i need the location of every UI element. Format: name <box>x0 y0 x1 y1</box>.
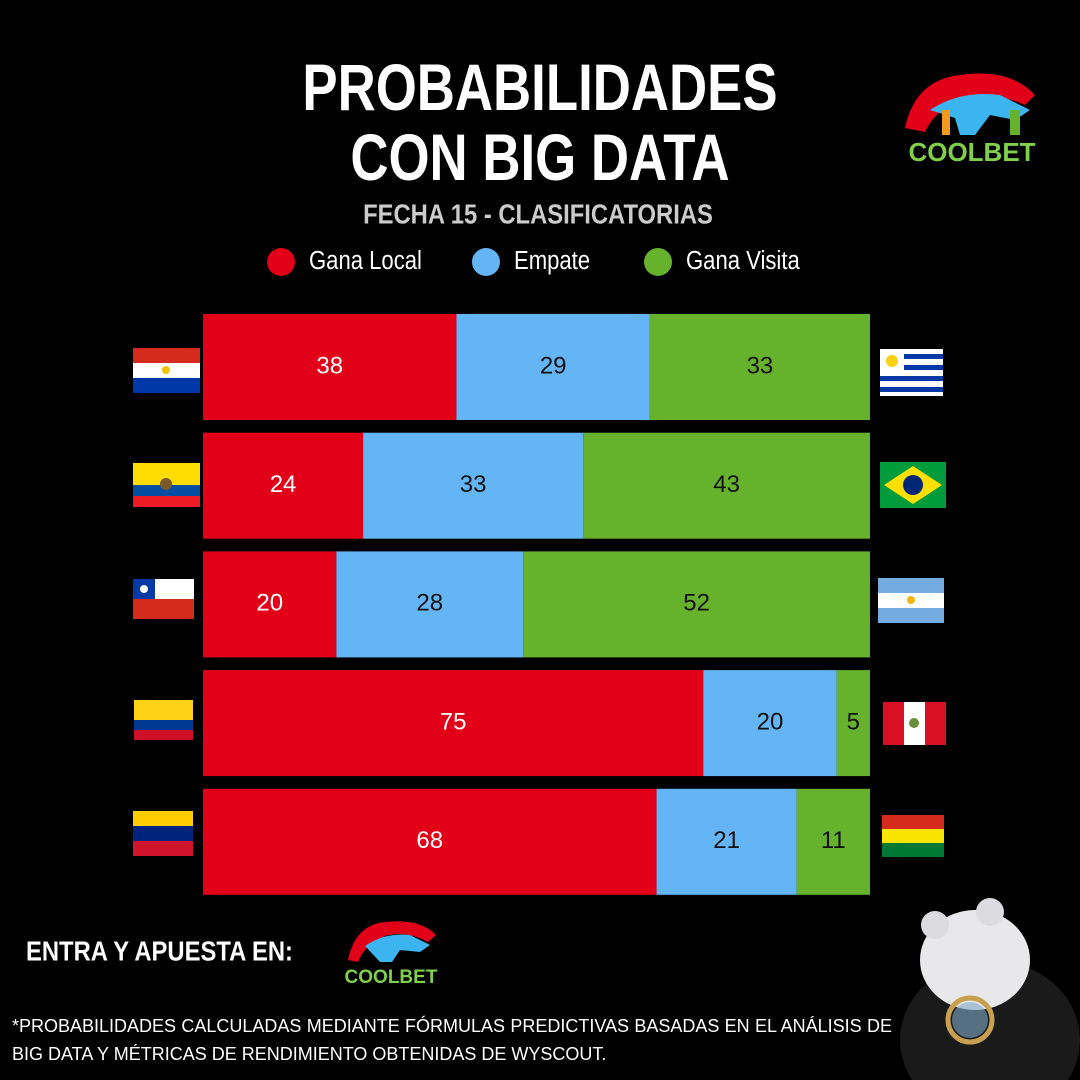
data-label: 20 <box>256 590 283 617</box>
flag-paraguay <box>133 348 200 393</box>
bar-segment <box>203 551 337 658</box>
flag-brazil <box>880 462 946 508</box>
bar-segment <box>203 670 704 777</box>
flag-argentina <box>878 578 944 623</box>
data-label: 68 <box>416 827 443 854</box>
bar-segment <box>336 551 524 658</box>
legend-swatch <box>644 248 672 276</box>
bar-segment <box>203 432 364 539</box>
cta: ENTRA Y APUESTA EN: <box>26 935 293 967</box>
flag-colombia <box>134 700 193 740</box>
flag-peru <box>883 702 946 745</box>
bar-segment <box>203 788 657 895</box>
data-label: 11 <box>821 827 846 854</box>
bear-illustration <box>900 898 1080 1080</box>
data-label: 33 <box>460 471 487 498</box>
subtitle: FECHA 15 - CLASIFICATORIAS <box>363 198 713 230</box>
legend-swatch <box>267 248 295 276</box>
bar-segment <box>456 314 650 420</box>
data-label: 52 <box>683 590 710 617</box>
logo-text-small: COOLBET <box>345 967 438 988</box>
logo-icon-small <box>348 921 436 962</box>
footnote: *PROBABILIDADES CALCULADAS MEDIANTE FÓRM… <box>12 1016 892 1064</box>
data-label: 33 <box>747 352 774 379</box>
flag-ecuador <box>133 463 200 507</box>
bar-segment <box>656 788 797 895</box>
data-label: 20 <box>757 708 784 735</box>
bar-segment <box>523 551 870 658</box>
bar-segment <box>363 432 584 539</box>
flag-bolivia <box>882 815 944 857</box>
legend-label: Gana Local <box>309 246 422 275</box>
bar-segment <box>203 314 457 420</box>
data-label: 28 <box>416 590 443 617</box>
chart-title: PROBABILIDADES CON BIG DATA <box>302 50 778 194</box>
data-label: 29 <box>540 352 567 379</box>
bar-segment <box>583 432 870 539</box>
data-label: 5 <box>847 708 860 735</box>
bar-segment <box>836 670 870 777</box>
bar-segment <box>796 788 870 895</box>
data-label: 21 <box>713 827 740 854</box>
logo-icon <box>905 73 1035 135</box>
flag-venezuela <box>133 811 193 856</box>
data-label: 43 <box>713 471 740 498</box>
data-label: 38 <box>316 352 343 379</box>
flag-chile <box>133 579 194 619</box>
logo-text: COOLBET <box>908 137 1035 167</box>
data-label: 24 <box>270 471 297 498</box>
data-label: 75 <box>440 708 467 735</box>
bar-segment <box>649 314 870 420</box>
bar-segment <box>703 670 837 777</box>
legend-swatch <box>472 248 500 276</box>
legend-label: Empate <box>514 246 590 275</box>
legend-label: Gana Visita <box>686 246 800 275</box>
flag-uruguay <box>880 349 943 396</box>
